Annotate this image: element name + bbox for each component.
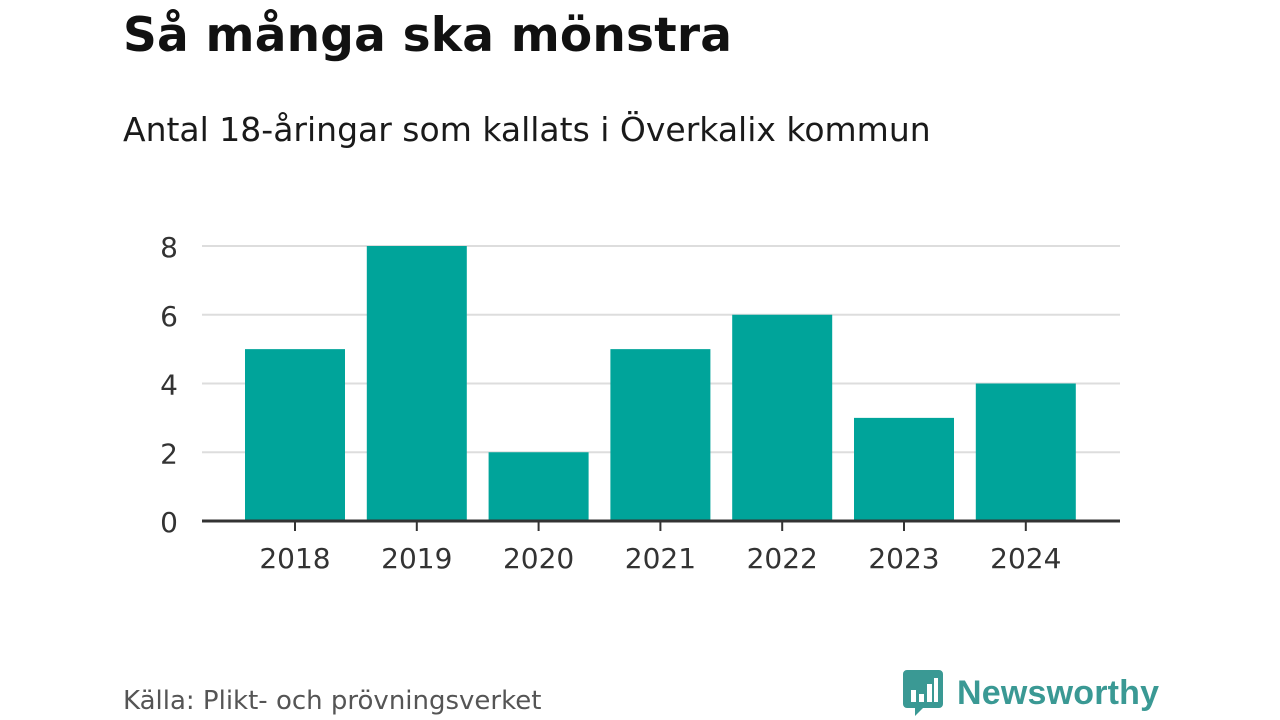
bar-2021	[610, 349, 711, 521]
bar-2024	[975, 383, 1076, 521]
bar-chart: 0 2 4 6 8 2018 2019 2020 2021 2022 2023 2024	[160, 231, 1120, 575]
bar-2023	[854, 417, 954, 521]
x-tick-label: 2023	[868, 542, 939, 575]
x-tick-label: 2021	[625, 542, 696, 575]
bar-2020	[488, 452, 589, 521]
brand-name: Newsworthy	[957, 673, 1160, 712]
x-tick-label: 2019	[381, 542, 452, 575]
x-tick-label: 2020	[503, 542, 574, 575]
y-tick-label: 4	[160, 369, 178, 402]
chart-title: Så många ska mönstra	[123, 8, 733, 63]
chart-subtitle: Antal 18-åringar som kallats i Överkalix…	[123, 110, 931, 149]
bar-2018	[245, 349, 345, 521]
x-tick-labels: 2018 2019 2020 2021 2022 2023 2024	[259, 542, 1061, 575]
y-tick-label: 0	[160, 506, 178, 539]
x-axis	[202, 519, 1120, 531]
bars	[245, 246, 1076, 521]
source-note: Källa: Plikt- och prövningsverket	[123, 686, 542, 716]
brand-logo[interactable]: Newsworthy	[903, 670, 1159, 716]
bar-2019	[366, 246, 467, 521]
y-tick-label: 8	[160, 231, 178, 264]
y-tick-label: 2	[160, 437, 178, 470]
y-tick-labels: 0 2 4 6 8	[160, 231, 178, 539]
x-tick-label: 2022	[747, 542, 818, 575]
bar-2022	[732, 314, 833, 521]
newsworthy-logo-icon	[903, 670, 943, 716]
y-tick-label: 6	[160, 300, 178, 333]
x-tick-label: 2018	[259, 542, 330, 575]
x-tick-label: 2024	[990, 542, 1061, 575]
